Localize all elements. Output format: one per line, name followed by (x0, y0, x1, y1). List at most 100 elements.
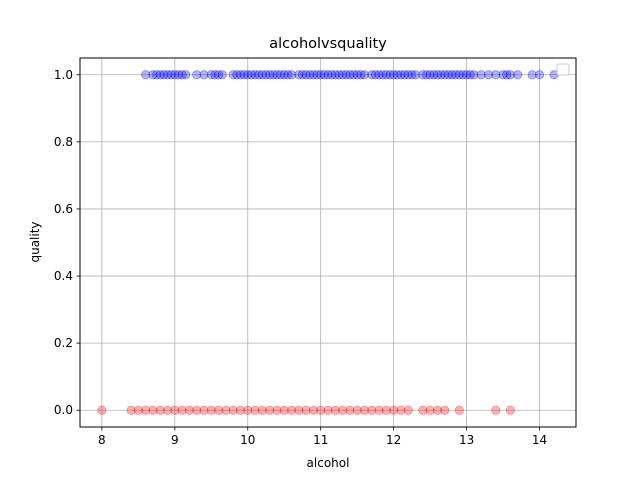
data-point (235, 70, 246, 80)
y-tick-label: 1.0 (54, 68, 73, 82)
data-point (458, 70, 468, 80)
data-point (418, 405, 428, 415)
chart-title: alcoholvsquality (269, 36, 387, 52)
data-point (476, 70, 486, 80)
data-point (133, 405, 143, 415)
data-point (418, 70, 428, 80)
data-point (170, 405, 180, 415)
data-point (348, 70, 359, 80)
data-point (491, 405, 501, 415)
data-point (534, 70, 545, 80)
data-point (235, 405, 246, 415)
axis-ticks: 8 9 10 11 12 13 14 0.0 0.2 0.4 0.6 0.8 1.0 (54, 68, 547, 447)
data-point (451, 70, 461, 80)
data-point (370, 70, 381, 80)
data-point (243, 70, 253, 80)
data-point (316, 405, 326, 415)
data-point (316, 70, 326, 80)
data-point (181, 70, 191, 80)
data-point (184, 405, 195, 415)
data-point (217, 70, 227, 80)
data-point (378, 70, 388, 80)
data-point (396, 70, 406, 80)
data-point (465, 70, 475, 80)
y-tick-label: 0.8 (54, 135, 73, 149)
data-point (454, 70, 464, 80)
data-point (425, 405, 435, 415)
data-point (305, 70, 315, 80)
data-point (199, 405, 209, 415)
data-point (440, 405, 450, 415)
data-point (345, 405, 355, 415)
data-point (440, 70, 450, 80)
data-point (206, 70, 216, 80)
data-point (403, 405, 413, 415)
data-point (155, 70, 165, 80)
data-point (436, 70, 446, 80)
data-point (239, 70, 249, 80)
data-point (279, 405, 289, 415)
data-point (345, 70, 355, 80)
data-point (352, 405, 362, 415)
legend-box (556, 63, 570, 76)
x-tick-label: 14 (532, 433, 547, 447)
data-point (432, 405, 443, 415)
data-point (337, 405, 348, 415)
y-tick-label: 0.0 (54, 403, 73, 417)
data-point (228, 70, 238, 80)
data-point (432, 70, 443, 80)
data-point (356, 70, 366, 80)
data-point (243, 405, 253, 415)
data-point (399, 70, 410, 80)
data-point (341, 70, 351, 80)
data-point (505, 70, 515, 80)
data-point (272, 405, 282, 415)
data-point (250, 405, 260, 415)
data-point (301, 70, 311, 80)
x-tick-label: 10 (240, 433, 255, 447)
data-point (461, 70, 472, 80)
data-point (410, 70, 421, 80)
data-point (265, 405, 275, 415)
data-point (389, 405, 399, 415)
data-point (206, 405, 216, 415)
data-point (308, 405, 319, 415)
data-point (447, 70, 457, 80)
data-point (483, 70, 494, 80)
data-point (308, 70, 319, 80)
data-point (327, 70, 337, 80)
data-point (232, 70, 242, 80)
data-point (352, 70, 362, 80)
data-point (162, 70, 173, 80)
data-point (213, 70, 224, 80)
data-point (162, 405, 173, 415)
data-point (177, 70, 187, 80)
data-point (505, 405, 515, 415)
data-point (148, 405, 158, 415)
x-tick-label: 11 (313, 433, 328, 447)
data-point (421, 70, 432, 80)
data-point (502, 70, 512, 80)
data-point (250, 70, 260, 80)
data-point (279, 70, 289, 80)
data-point (283, 70, 293, 80)
plot-frame (79, 57, 577, 428)
data-point (319, 70, 329, 80)
data-point (148, 70, 158, 80)
y-tick-label: 0.2 (54, 336, 73, 350)
data-point (527, 70, 537, 80)
data-point (403, 70, 413, 80)
data-point (166, 70, 176, 80)
data-point (367, 405, 377, 415)
data-point (443, 70, 453, 80)
data-point (469, 70, 479, 80)
data-point (170, 70, 180, 80)
data-point (177, 405, 187, 415)
data-point (389, 70, 399, 80)
data-point (97, 405, 107, 415)
data-point (199, 70, 209, 80)
data-point (297, 70, 308, 80)
data-point (213, 405, 224, 415)
data-point (254, 70, 264, 80)
data-point (275, 70, 286, 80)
